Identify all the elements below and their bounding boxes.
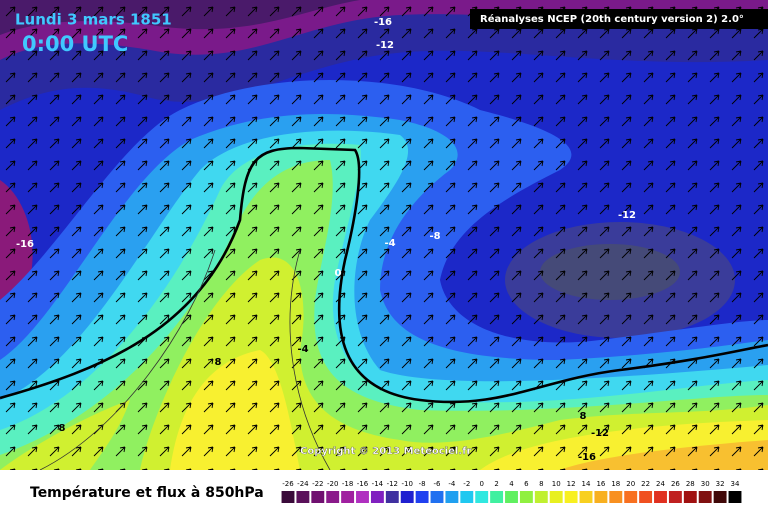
colorbar-swatch: [281, 491, 295, 503]
colorbar-label: -24: [297, 480, 309, 488]
colorbar-swatch: [460, 491, 474, 503]
colorbar-swatch: [415, 491, 429, 503]
colorbar-label: 20: [626, 480, 635, 488]
colorbar-swatch: [579, 491, 593, 503]
contour-label: 8: [215, 357, 222, 368]
colorbar-label: -10: [401, 480, 412, 488]
contour-label: 8: [59, 423, 66, 434]
colorbar-label: -4: [448, 480, 456, 488]
colorbar-label: -20: [327, 480, 338, 488]
date: Lundi 3 mars 1851: [15, 11, 172, 29]
colorbar-label: -26: [282, 480, 294, 488]
colorbar-swatch: [519, 491, 533, 503]
map-area: [0, 0, 768, 470]
colorbar-label: 8: [539, 480, 543, 488]
colorbar-label: 18: [611, 480, 620, 488]
time: 0:00 UTC: [22, 32, 128, 56]
colorbar-label: 4: [509, 480, 514, 488]
colorbar-label: 14: [582, 480, 591, 488]
colorbar-label: 32: [716, 480, 725, 488]
colorbar-label: 22: [641, 480, 650, 488]
colorbar-swatch: [400, 491, 414, 503]
contour-label: 8: [580, 411, 587, 422]
colorbar-label: 2: [494, 480, 498, 488]
colorbar-swatch: [609, 491, 623, 503]
colorbar-swatch: [549, 491, 563, 503]
colorbar-swatch: [341, 491, 355, 503]
colorbar-label: 28: [686, 480, 695, 488]
contour-label: -16: [578, 452, 596, 463]
source-box: [470, 9, 768, 29]
colorbar-label: -12: [387, 480, 398, 488]
isotherm: [39, 249, 331, 470]
contour-label: -16: [374, 17, 392, 28]
colorbar-swatch: [639, 491, 653, 503]
colorbar-label: -18: [342, 480, 353, 488]
source: Réanalyses NCEP (20th century version 2)…: [480, 13, 744, 25]
colorbar-swatch: [698, 491, 712, 503]
colorbar-label: -16: [357, 480, 369, 488]
contour-label: -12: [376, 40, 394, 51]
contour-label: -12: [591, 428, 609, 439]
colorbar-swatch: [728, 491, 742, 503]
colorbar-label: -6: [434, 480, 442, 488]
contour-label: -4: [384, 238, 395, 249]
colorbar-swatch: [624, 491, 638, 503]
colorbar-label: 12: [567, 480, 576, 488]
colorbar-swatch: [505, 491, 518, 503]
colorbar-label: 26: [671, 480, 680, 488]
colorbar-swatch: [475, 491, 489, 503]
colorbar-swatch: [326, 491, 340, 503]
contour-label: 0: [335, 268, 342, 279]
copyright: Copyright © 2013 Meteociel.fr: [300, 446, 471, 457]
colorbar-swatch: [713, 491, 727, 503]
colorbar-label: 16: [596, 480, 605, 488]
colorbar-label: -2: [463, 480, 470, 488]
colorbar-swatch: [385, 491, 399, 503]
colorbar-label: 10: [552, 480, 561, 488]
colorbar-swatch: [490, 491, 504, 503]
colorbar-swatch: [445, 491, 459, 503]
colorbar-swatch: [311, 491, 325, 503]
colorbar-swatch: [594, 491, 608, 503]
wind-arrows: [0, 0, 768, 470]
colorbar-swatch: [534, 491, 548, 503]
colorbar-label: -14: [372, 480, 384, 488]
colorbar-label: 0: [479, 480, 483, 488]
contour-label: -8: [429, 231, 440, 242]
colorbar-label: -22: [312, 480, 323, 488]
colorbar-label: 30: [701, 480, 710, 488]
zero-isotherm: [0, 146, 768, 404]
colorbar-swatch: [683, 491, 697, 503]
colorbar-label: 24: [656, 480, 665, 488]
colorbar-swatch: [564, 491, 578, 503]
colorbar-swatch: [668, 491, 682, 503]
colorbar-swatch: [654, 491, 667, 503]
contour-label: -12: [618, 210, 636, 221]
colorbar-swatch: [430, 491, 444, 503]
footer-title: Température et flux à 850hPa: [30, 485, 264, 501]
colorbar-swatch: [296, 491, 310, 503]
colorbar-label: -8: [419, 480, 426, 488]
colorbar-swatch: [356, 491, 369, 503]
colorbar-label: 6: [524, 480, 529, 488]
colorbar-swatch: [370, 491, 384, 503]
colorbar-label: 34: [731, 480, 740, 488]
contour-label: -4: [297, 344, 308, 355]
contour-label: -16: [16, 239, 34, 250]
